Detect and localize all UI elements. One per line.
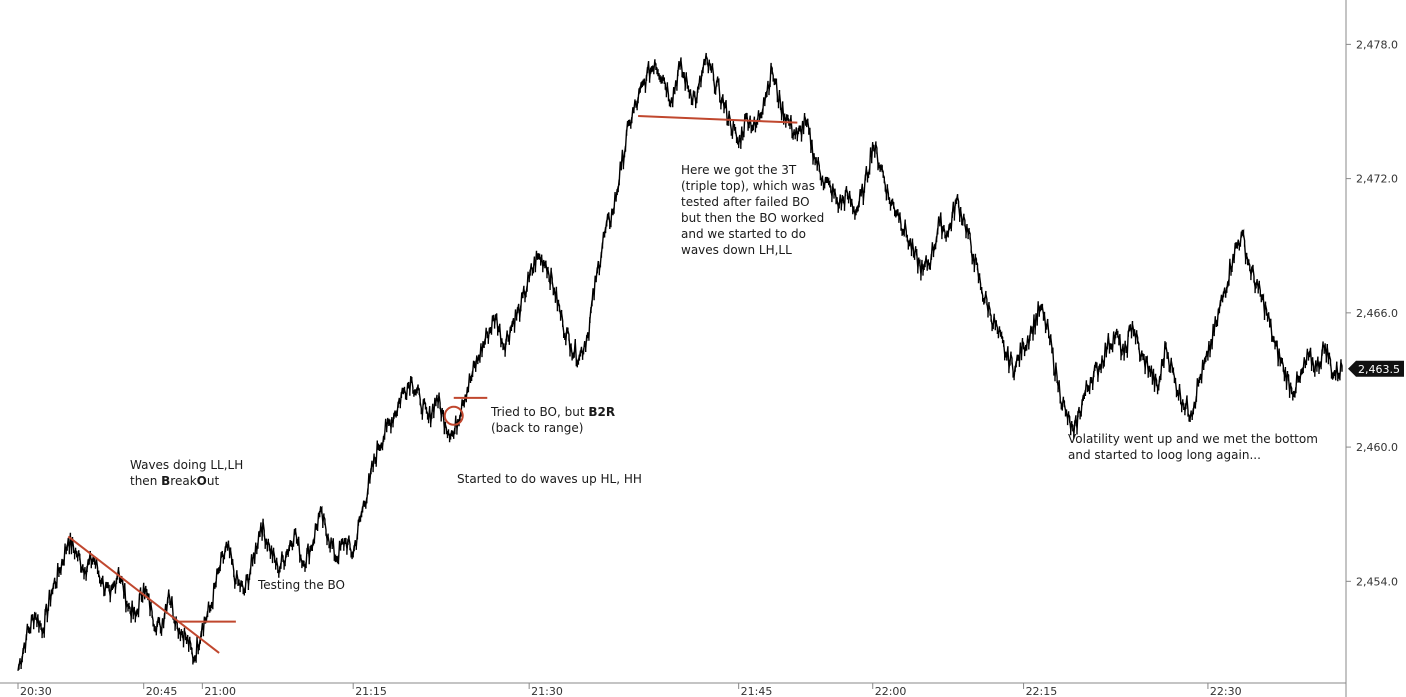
annotation-waves-ll-lh-line1: Waves doing LL,LH <box>130 458 244 472</box>
x-tick-label: 22:30 <box>1210 685 1242 697</box>
annotation-waves-ll-lh-mid2: ut <box>206 474 220 488</box>
annotation-b2r: Tried to BO, but B2R (back to range) <box>491 404 615 436</box>
x-tick-label: 22:15 <box>1026 685 1058 697</box>
x-tick-label: 20:30 <box>20 685 52 697</box>
price-series-group <box>17 52 1343 671</box>
annotation-waves-ll-lh-line2: then BreakOut <box>130 473 243 489</box>
down-trendline <box>67 535 220 654</box>
price-series-line <box>17 52 1343 671</box>
annotation-triple-top: Here we got the 3T (triple top), which w… <box>681 163 825 257</box>
last-price-tag: 2,463.5 <box>1348 360 1404 377</box>
annotation-b2r-line2: (back to range) <box>491 421 584 435</box>
y-tick-label: 2,466.0 <box>1356 307 1398 320</box>
annotation-testing-bo: Testing the BO <box>258 578 345 592</box>
marker-group <box>443 405 464 426</box>
triple-top-line <box>638 114 798 124</box>
x-tick-group: 20:30 20:45 21:00 21:15 21:30 21:45 22:00 22:15… <box>17 683 1242 697</box>
annotation-waves-ll-lh-bold-b: B <box>161 474 171 488</box>
x-tick-label: 21:15 <box>355 685 387 697</box>
x-tick-label: 20:45 <box>146 685 178 697</box>
annotation-waves-ll-lh-bold-o: O <box>196 474 207 488</box>
y-tick-label: 2,460.0 <box>1356 441 1398 454</box>
y-tick-label: 2,454.0 <box>1356 575 1398 588</box>
annotation-waves-ll-lh-mid1: reak <box>170 474 197 488</box>
x-tick-label: 21:30 <box>531 685 563 697</box>
annotation-waves-up: Started to do waves up HL, HH <box>457 472 642 486</box>
annotation-b2r-line1: Tried to BO, but B2R <box>491 404 615 420</box>
annotation-waves-ll-lh-prefix: then <box>130 474 162 488</box>
y-tick-group: 2,478.0 2,472.0 2,466.0 2,460.0 2,454.0 <box>1346 38 1398 588</box>
trendline-group <box>67 114 798 654</box>
last-price-label: 2,463.5 <box>1358 363 1400 376</box>
annotation-volatility: Volatility went up and we met the bottom… <box>1068 432 1318 462</box>
x-tick-label: 21:45 <box>741 685 773 697</box>
annotation-b2r-bold: B2R <box>588 405 616 419</box>
x-tick-label: 21:00 <box>204 685 236 697</box>
y-tick-label: 2,478.0 <box>1356 38 1398 51</box>
annotation-waves-ll-lh: Waves doing LL,LH then BreakOut <box>130 457 243 489</box>
y-tick-label: 2,472.0 <box>1356 173 1398 186</box>
annotation-b2r-prefix: Tried to BO, but <box>491 405 589 419</box>
b2r-circle <box>443 405 464 426</box>
last-price-tag-shape <box>1348 360 1404 377</box>
x-tick-label: 22:00 <box>875 685 907 697</box>
